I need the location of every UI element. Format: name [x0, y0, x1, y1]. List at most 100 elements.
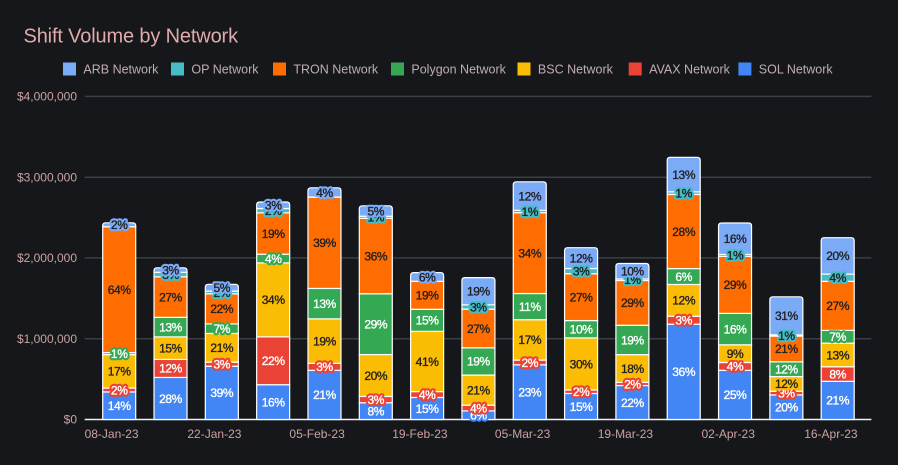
svg-text:15%: 15% — [416, 402, 440, 416]
svg-text:19%: 19% — [467, 285, 491, 299]
svg-text:2%: 2% — [522, 356, 539, 370]
svg-text:12%: 12% — [570, 251, 594, 265]
svg-text:11%: 11% — [519, 300, 542, 314]
svg-text:25%: 25% — [724, 388, 748, 402]
svg-text:12%: 12% — [518, 189, 542, 203]
svg-text:12%: 12% — [159, 362, 183, 376]
svg-text:39%: 39% — [313, 236, 337, 250]
svg-text:3%: 3% — [778, 386, 795, 400]
svg-text:2%: 2% — [265, 204, 282, 218]
svg-text:3%: 3% — [368, 393, 385, 407]
svg-text:20%: 20% — [826, 249, 850, 263]
svg-text:21%: 21% — [313, 388, 337, 402]
svg-text:2%: 2% — [265, 204, 282, 218]
svg-text:4%: 4% — [727, 360, 744, 374]
svg-text:25%: 25% — [724, 388, 748, 402]
svg-text:3%: 3% — [675, 314, 692, 328]
svg-text:8%: 8% — [368, 404, 385, 418]
svg-text:36%: 36% — [672, 365, 696, 379]
svg-text:12%: 12% — [570, 251, 594, 265]
svg-text:2%: 2% — [573, 385, 590, 399]
svg-text:6%: 6% — [675, 270, 692, 284]
svg-text:7%: 7% — [214, 322, 231, 336]
svg-text:4%: 4% — [316, 186, 333, 200]
svg-text:21%: 21% — [313, 388, 337, 402]
svg-text:15%: 15% — [159, 342, 183, 356]
svg-text:6%: 6% — [675, 270, 692, 284]
svg-text:2%: 2% — [111, 218, 128, 232]
svg-text:13%: 13% — [672, 168, 696, 182]
svg-text:64%: 64% — [108, 283, 132, 297]
svg-text:20%: 20% — [775, 401, 799, 415]
svg-text:$0: $0 — [64, 413, 78, 427]
svg-text:Shift Volume by Network: Shift Volume by Network — [24, 25, 240, 47]
svg-text:4%: 4% — [470, 401, 487, 415]
svg-text:28%: 28% — [159, 392, 183, 406]
svg-text:15%: 15% — [570, 400, 594, 414]
svg-text:34%: 34% — [262, 293, 286, 307]
svg-text:12%: 12% — [775, 377, 799, 391]
svg-text:3%: 3% — [316, 360, 333, 374]
svg-text:64%: 64% — [108, 283, 132, 297]
svg-text:12%: 12% — [159, 362, 183, 376]
svg-text:18%: 18% — [621, 362, 645, 376]
svg-text:13%: 13% — [159, 320, 183, 334]
svg-text:6%: 6% — [419, 270, 436, 284]
svg-text:22%: 22% — [262, 354, 286, 368]
svg-text:19%: 19% — [621, 333, 645, 347]
svg-text:16-Apr-23: 16-Apr-23 — [804, 427, 858, 441]
svg-text:28%: 28% — [672, 225, 696, 239]
svg-text:22%: 22% — [210, 302, 234, 316]
svg-text:12%: 12% — [672, 294, 696, 308]
svg-text:1%: 1% — [368, 211, 385, 225]
svg-text:4%: 4% — [265, 252, 282, 266]
svg-text:17%: 17% — [518, 333, 542, 347]
svg-text:12%: 12% — [775, 377, 799, 391]
svg-text:4%: 4% — [727, 360, 744, 374]
svg-text:21%: 21% — [826, 394, 850, 408]
svg-text:29%: 29% — [724, 278, 748, 292]
svg-text:13%: 13% — [826, 348, 850, 362]
svg-text:1%: 1% — [522, 205, 539, 219]
svg-text:21%: 21% — [467, 383, 491, 397]
svg-text:27%: 27% — [826, 299, 850, 313]
svg-text:21%: 21% — [775, 342, 799, 356]
svg-text:39%: 39% — [210, 386, 234, 400]
svg-text:13%: 13% — [826, 348, 850, 362]
svg-text:7%: 7% — [214, 322, 231, 336]
svg-text:4%: 4% — [419, 388, 436, 402]
svg-text:27%: 27% — [826, 299, 850, 313]
svg-text:19%: 19% — [313, 334, 337, 348]
svg-text:27%: 27% — [467, 322, 491, 336]
svg-text:19%: 19% — [262, 227, 286, 241]
svg-text:$3,000,000: $3,000,000 — [17, 170, 77, 184]
svg-text:4%: 4% — [470, 401, 487, 415]
svg-text:34%: 34% — [518, 246, 542, 260]
svg-text:36%: 36% — [364, 249, 388, 263]
svg-text:8%: 8% — [829, 367, 846, 381]
svg-text:1%: 1% — [727, 249, 744, 263]
svg-text:31%: 31% — [775, 309, 799, 323]
svg-text:19-Mar-23: 19-Mar-23 — [598, 427, 654, 441]
svg-text:3%: 3% — [778, 386, 795, 400]
svg-text:12%: 12% — [672, 294, 696, 308]
svg-text:10%: 10% — [570, 323, 594, 337]
svg-text:$2,000,000: $2,000,000 — [17, 251, 77, 265]
svg-text:14%: 14% — [108, 399, 132, 413]
svg-text:5%: 5% — [368, 204, 385, 218]
svg-text:20%: 20% — [775, 401, 799, 415]
svg-text:3%: 3% — [265, 199, 282, 213]
svg-text:27%: 27% — [570, 291, 594, 305]
svg-text:3%: 3% — [214, 358, 231, 372]
svg-text:3%: 3% — [162, 268, 179, 282]
svg-text:13%: 13% — [672, 168, 696, 182]
svg-text:4%: 4% — [419, 388, 436, 402]
svg-text:11%: 11% — [519, 300, 542, 314]
svg-text:8%: 8% — [829, 367, 846, 381]
svg-text:17%: 17% — [518, 333, 542, 347]
svg-text:22%: 22% — [621, 396, 645, 410]
svg-text:AVAX Network: AVAX Network — [649, 62, 731, 76]
svg-text:10%: 10% — [621, 265, 645, 279]
svg-text:20%: 20% — [826, 249, 850, 263]
svg-text:4%: 4% — [829, 271, 846, 285]
